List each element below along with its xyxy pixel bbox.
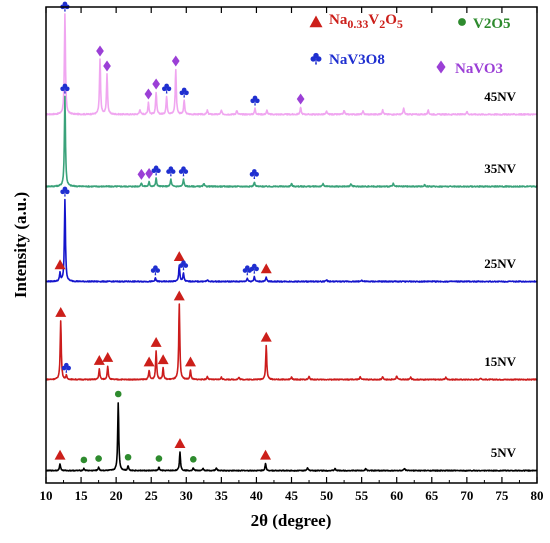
legend-item-navo3: NaVO3 bbox=[436, 60, 503, 77]
peak-marker-15NV-na033v2o5 bbox=[55, 307, 67, 317]
peak-marker-35NV-nav3o8 bbox=[166, 166, 176, 177]
series-line-25NV bbox=[45, 198, 538, 283]
legend-marker-nav3o8 bbox=[310, 52, 322, 65]
x-tick-label: 35 bbox=[215, 488, 229, 503]
peak-marker-5NV-v2o5 bbox=[114, 390, 122, 398]
legend-item-nav3o8: NaV3O8 bbox=[310, 52, 385, 68]
series-line-15NV bbox=[45, 303, 538, 381]
legend-marker-v2o5 bbox=[458, 18, 466, 26]
peak-marker-45NV-navo3 bbox=[103, 60, 111, 72]
peak-marker-35NV-nav3o8 bbox=[151, 165, 161, 176]
peak-marker-35NV-navo3 bbox=[145, 168, 153, 179]
series-label-45NV: 45NV bbox=[484, 89, 516, 104]
plot-frame bbox=[45, 6, 538, 484]
peak-marker-5NV-na033v2o5 bbox=[260, 449, 272, 460]
peak-marker-5NV-v2o5 bbox=[190, 455, 197, 463]
legend-label-v2o5: V2O5 bbox=[473, 16, 511, 32]
peak-marker-15NV-na033v2o5 bbox=[93, 355, 105, 365]
series-label-5NV: 5NV bbox=[491, 445, 517, 460]
legend-item-na033v2o5: Na0.33V2O5 bbox=[309, 12, 403, 31]
legend: Na0.33V2O5 V2O5 NaV3O8 NaVO3 bbox=[309, 12, 511, 77]
peak-marker-15NV-na033v2o5 bbox=[260, 331, 272, 342]
plot-area bbox=[45, 13, 538, 472]
peak-marker-45NV-nav3o8 bbox=[179, 87, 189, 98]
x-tick-label: 65 bbox=[425, 488, 439, 503]
x-tick-label: 10 bbox=[40, 488, 53, 503]
peak-marker-15NV-na033v2o5 bbox=[173, 290, 185, 301]
peak-marker-45NV-navo3 bbox=[96, 45, 104, 57]
peak-marker-15NV-na033v2o5 bbox=[157, 354, 169, 365]
peak-marker-45NV-navo3 bbox=[144, 88, 153, 100]
x-tick-label: 50 bbox=[320, 488, 333, 503]
peak-marker-25NV-nav3o8 bbox=[60, 186, 70, 197]
x-tick-label: 80 bbox=[531, 488, 544, 503]
x-tick-label: 40 bbox=[250, 488, 263, 503]
x-tick-label: 55 bbox=[355, 488, 369, 503]
x-tick-label: 30 bbox=[180, 488, 193, 503]
peak-marker-35NV-nav3o8 bbox=[178, 166, 189, 177]
x-tick-label: 60 bbox=[390, 488, 403, 503]
x-tick-label: 45 bbox=[285, 488, 299, 503]
x-tick-label: 75 bbox=[495, 488, 509, 503]
peak-marker-15NV-na033v2o5 bbox=[102, 352, 114, 362]
x-tick-label: 25 bbox=[145, 488, 159, 503]
legend-label-nav3o8: NaV3O8 bbox=[329, 52, 385, 68]
x-tick-label: 70 bbox=[460, 488, 473, 503]
series-line-35NV bbox=[45, 95, 538, 188]
legend-marker-navo3 bbox=[436, 60, 446, 74]
peak-marker-25NV-nav3o8 bbox=[178, 260, 189, 271]
series-label-25NV: 25NV bbox=[484, 256, 516, 271]
legend-label-navo3: NaVO3 bbox=[455, 61, 503, 77]
peak-marker-45NV-nav3o8 bbox=[162, 83, 172, 94]
peak-marker-15NV-na033v2o5 bbox=[143, 356, 155, 367]
peak-marker-5NV-v2o5 bbox=[124, 453, 132, 461]
series-label-15NV: 15NV bbox=[484, 354, 516, 369]
series-labels: 45NV 35NV 25NV 15NV 5NV bbox=[484, 89, 516, 460]
legend-marker-na033v2o5 bbox=[309, 15, 323, 28]
peak-marker-35NV-navo3 bbox=[137, 168, 146, 180]
legend-label-na033v2o5: Na0.33V2O5 bbox=[329, 12, 403, 31]
peak-marker-35NV-nav3o8 bbox=[60, 83, 70, 94]
series-line-5NV bbox=[45, 402, 538, 472]
peak-marker-5NV-v2o5 bbox=[80, 456, 88, 464]
peak-marker-45NV-nav3o8 bbox=[250, 95, 260, 106]
peak-marker-45NV-navo3 bbox=[152, 78, 160, 90]
peak-marker-25NV-na033v2o5 bbox=[173, 251, 185, 261]
peak-marker-25NV-na033v2o5 bbox=[260, 263, 272, 274]
x-axis-ticks: 10 15 20 25 30 35 40 45 50 55 60 65 70 75 80 bbox=[40, 7, 544, 503]
peak-marker-5NV-v2o5 bbox=[155, 455, 163, 462]
peak-marker-35NV-nav3o8 bbox=[249, 169, 259, 179]
peak-marker-5NV-na033v2o5 bbox=[54, 449, 66, 460]
x-tick-label: 15 bbox=[75, 488, 89, 503]
peak-marker-25NV-na033v2o5 bbox=[54, 259, 66, 270]
x-axis-title: 2θ (degree) bbox=[251, 511, 332, 530]
peak-marker-25NV-nav3o8 bbox=[150, 265, 161, 276]
peak-marker-45NV-navo3 bbox=[296, 93, 305, 105]
peak-marker-15NV-na033v2o5 bbox=[184, 356, 196, 367]
peak-marker-45NV-navo3 bbox=[171, 55, 180, 67]
peak-marker-25NV-nav3o8 bbox=[249, 263, 259, 274]
phase-markers bbox=[54, 1, 305, 464]
peak-marker-15NV-na033v2o5 bbox=[150, 337, 162, 347]
peak-marker-15NV-nav3o8 bbox=[61, 362, 71, 373]
series-label-35NV: 35NV bbox=[484, 161, 516, 176]
series-line-45NV bbox=[45, 13, 538, 116]
y-axis-title: Intensity (a.u.) bbox=[11, 192, 30, 298]
peak-marker-5NV-na033v2o5 bbox=[174, 438, 186, 449]
legend-item-v2o5: V2O5 bbox=[458, 16, 511, 32]
peak-marker-5NV-v2o5 bbox=[95, 455, 102, 462]
x-tick-label: 20 bbox=[110, 488, 123, 503]
